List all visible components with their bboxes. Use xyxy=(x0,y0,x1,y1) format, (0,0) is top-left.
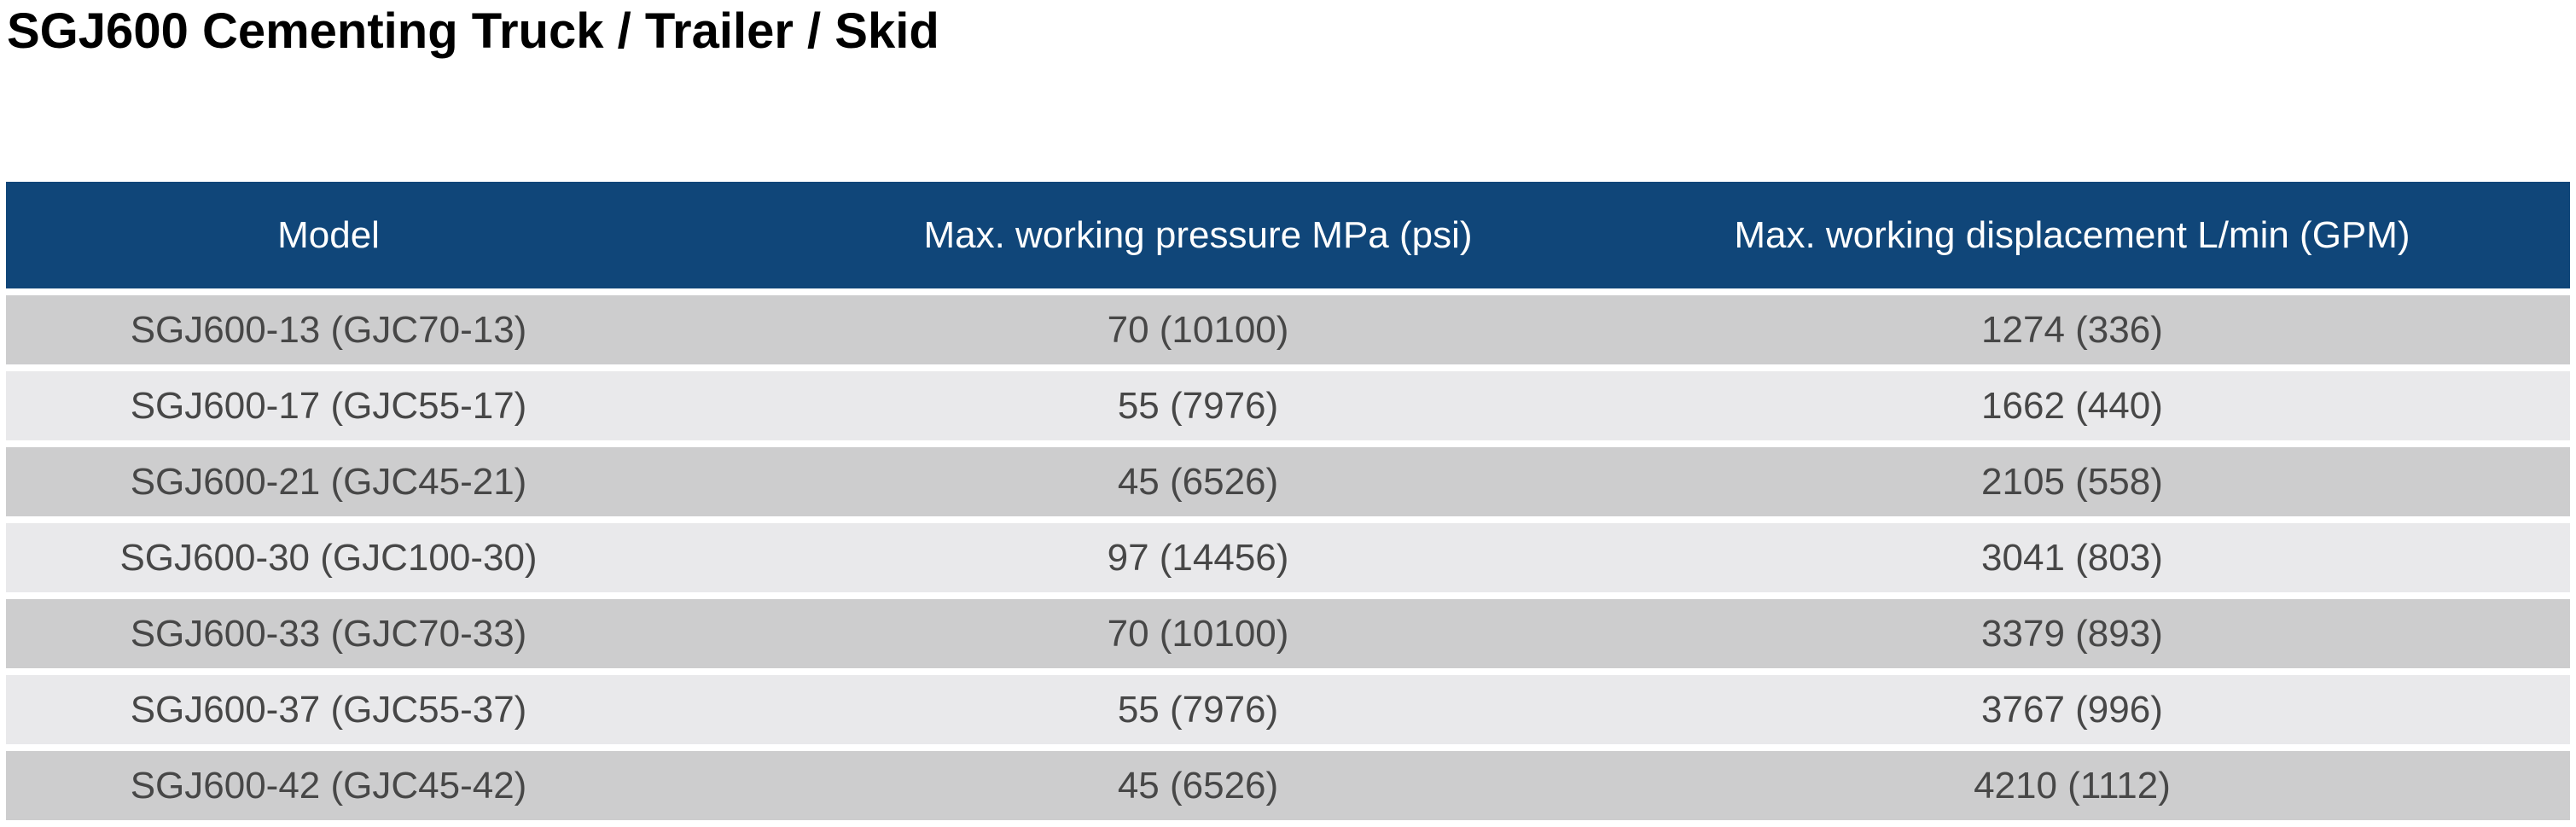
table-row: SGJ600-37 (GJC55-37) 55 (7976) 3767 (996… xyxy=(6,675,2570,744)
table-row: SGJ600-42 (GJC45-42) 45 (6526) 4210 (111… xyxy=(6,751,2570,820)
table-row: SGJ600-17 (GJC55-17) 55 (7976) 1662 (440… xyxy=(6,371,2570,440)
pressure-cell: 55 (7976) xyxy=(1117,384,1279,427)
table-header-row: Model Max. working pressure MPa (psi) Ma… xyxy=(6,182,2570,288)
model-cell: SGJ600-30 (GJC100-30) xyxy=(119,536,538,579)
pressure-cell: 97 (14456) xyxy=(1107,536,1289,579)
table-row: SGJ600-13 (GJC70-13) 70 (10100) 1274 (33… xyxy=(6,295,2570,364)
spec-table: Model Max. working pressure MPa (psi) Ma… xyxy=(6,182,2570,827)
displacement-cell: 4210 (1112) xyxy=(1974,764,2171,807)
displacement-cell: 1662 (440) xyxy=(1981,384,2163,427)
model-cell: SGJ600-33 (GJC70-33) xyxy=(130,612,527,655)
model-cell: SGJ600-37 (GJC55-37) xyxy=(130,688,527,731)
page-title: SGJ600 Cementing Truck / Trailer / Skid xyxy=(7,3,939,59)
displacement-cell: 2105 (558) xyxy=(1981,460,2163,503)
model-cell: SGJ600-13 (GJC70-13) xyxy=(130,308,527,351)
model-cell: SGJ600-42 (GJC45-42) xyxy=(130,764,527,807)
column-header-model: Model xyxy=(277,213,380,256)
displacement-cell: 3379 (893) xyxy=(1981,612,2163,655)
pressure-cell: 45 (6526) xyxy=(1117,764,1279,807)
displacement-cell: 3767 (996) xyxy=(1981,688,2163,731)
model-cell: SGJ600-17 (GJC55-17) xyxy=(130,384,527,427)
table-row: SGJ600-21 (GJC45-21) 45 (6526) 2105 (558… xyxy=(6,447,2570,516)
pressure-cell: 70 (10100) xyxy=(1107,612,1289,655)
column-header-pressure: Max. working pressure MPa (psi) xyxy=(923,213,1473,256)
column-header-displacement: Max. working displacement L/min (GPM) xyxy=(1734,213,2410,256)
model-cell: SGJ600-21 (GJC45-21) xyxy=(130,460,527,503)
displacement-cell: 1274 (336) xyxy=(1981,308,2163,351)
table-body: SGJ600-13 (GJC70-13) 70 (10100) 1274 (33… xyxy=(6,295,2570,820)
pressure-cell: 70 (10100) xyxy=(1107,308,1289,351)
table-row: SGJ600-33 (GJC70-33) 70 (10100) 3379 (89… xyxy=(6,599,2570,668)
displacement-cell: 3041 (803) xyxy=(1981,536,2163,579)
table-row: SGJ600-30 (GJC100-30) 97 (14456) 3041 (8… xyxy=(6,523,2570,592)
pressure-cell: 55 (7976) xyxy=(1117,688,1279,731)
pressure-cell: 45 (6526) xyxy=(1117,460,1279,503)
